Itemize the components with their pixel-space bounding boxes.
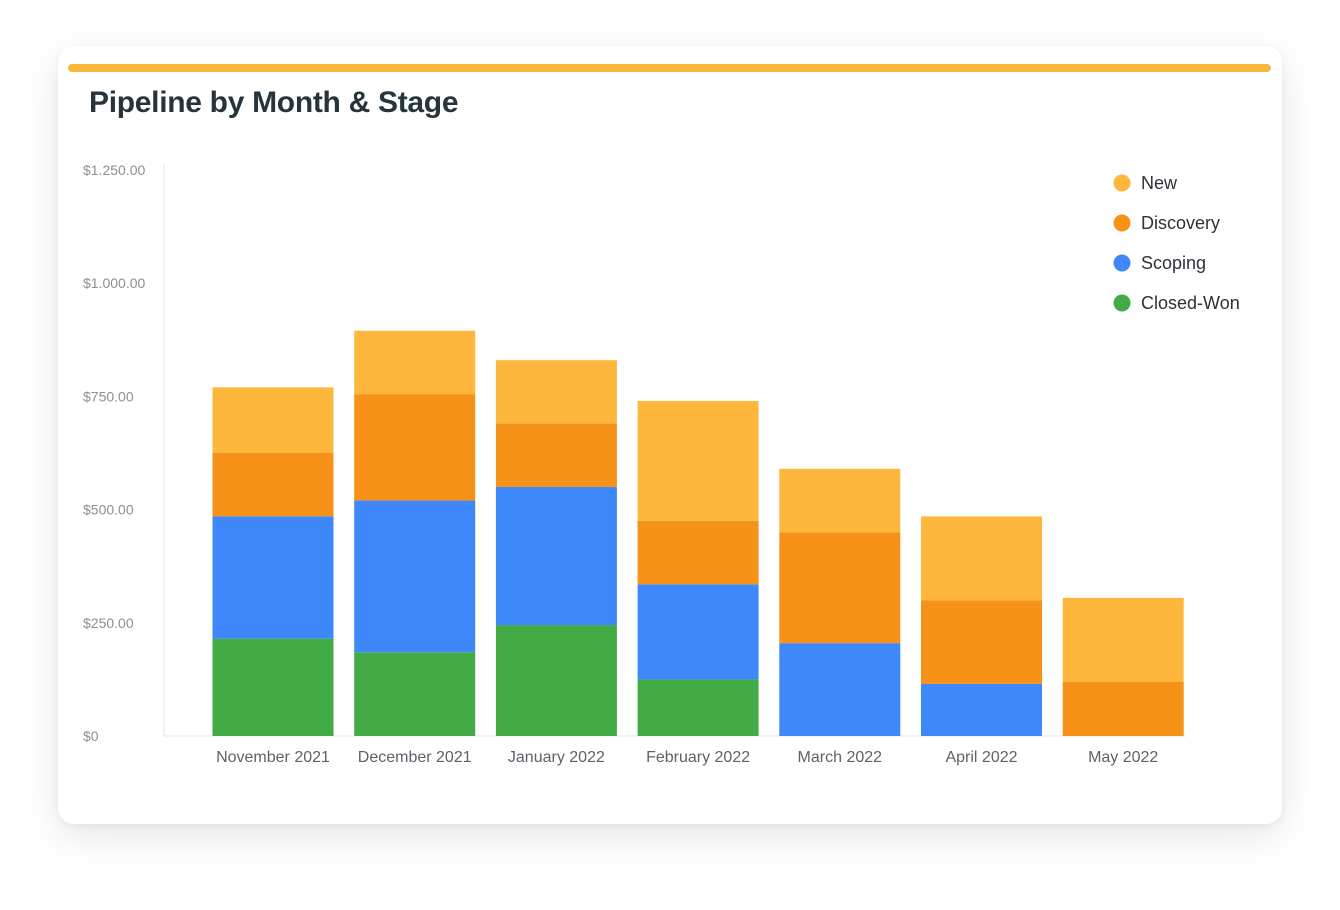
legend-label[interactable]: Closed-Won — [1141, 293, 1240, 313]
bar-segment-scoping[interactable] — [921, 683, 1042, 736]
legend-swatch — [1113, 254, 1131, 272]
chart-title: Pipeline by Month & Stage — [89, 86, 459, 119]
card-accent-bar — [68, 64, 1271, 72]
legend-label[interactable]: New — [1141, 173, 1178, 193]
x-tick-label: February 2022 — [646, 749, 750, 766]
y-tick-label: $0 — [83, 728, 99, 744]
bar-segment-scoping[interactable] — [495, 486, 617, 626]
y-tick-label: $750.00 — [83, 388, 134, 404]
x-tick-label: March 2022 — [798, 749, 883, 766]
bar-segment-new[interactable] — [921, 516, 1042, 601]
y-tick-label: $500.00 — [83, 502, 134, 518]
bar-segment-discovery[interactable] — [637, 520, 759, 585]
bar-segment-closed-won[interactable] — [637, 679, 759, 736]
legend-label[interactable]: Discovery — [1141, 213, 1220, 233]
x-tick-label: November 2021 — [216, 749, 330, 766]
bars — [212, 330, 1184, 736]
legend-label[interactable]: Scoping — [1141, 253, 1206, 273]
bar-segment-scoping[interactable] — [637, 584, 759, 680]
bar-segment-discovery[interactable] — [212, 453, 334, 517]
bar-segment-new[interactable] — [354, 330, 476, 395]
y-tick-label: $250.00 — [83, 615, 134, 631]
legend-swatch — [1113, 174, 1131, 192]
x-tick-label: December 2021 — [358, 749, 472, 766]
bar-segment-new[interactable] — [212, 387, 334, 453]
legend: New Discovery Scoping Closed-Won — [1113, 173, 1240, 313]
bar-segment-discovery[interactable] — [495, 423, 617, 487]
bar-segment-discovery[interactable] — [1062, 681, 1184, 736]
bar-segment-discovery[interactable] — [921, 600, 1042, 684]
y-tick-label: $1.000.00 — [83, 275, 145, 291]
bar-segment-discovery[interactable] — [779, 532, 901, 644]
bar-segment-closed-won[interactable] — [354, 652, 476, 736]
bar-segment-closed-won[interactable] — [495, 625, 617, 736]
bar-segment-closed-won[interactable] — [212, 638, 334, 736]
y-axis: $0 $250.00 $500.00 $750.00 $1.000.00 $1.250.0… — [83, 162, 145, 744]
bar-segment-scoping[interactable] — [354, 500, 476, 653]
bar-segment-new[interactable] — [495, 360, 617, 424]
x-tick-label: January 2022 — [508, 749, 605, 766]
x-axis: November 2021 December 2021 January 2022 Fe… — [216, 749, 1158, 766]
bar-segment-scoping[interactable] — [212, 516, 334, 639]
x-tick-label: May 2022 — [1088, 749, 1158, 766]
legend-swatch — [1113, 214, 1131, 232]
x-tick-label: April 2022 — [945, 749, 1017, 766]
y-tick-label: $1.250.00 — [83, 162, 145, 178]
bar-segment-scoping[interactable] — [779, 643, 901, 736]
legend-swatch — [1113, 294, 1131, 312]
bar-segment-new[interactable] — [1062, 597, 1184, 682]
bar-segment-new[interactable] — [637, 400, 759, 521]
bar-segment-discovery[interactable] — [354, 394, 476, 501]
bar-segment-new[interactable] — [779, 468, 901, 533]
